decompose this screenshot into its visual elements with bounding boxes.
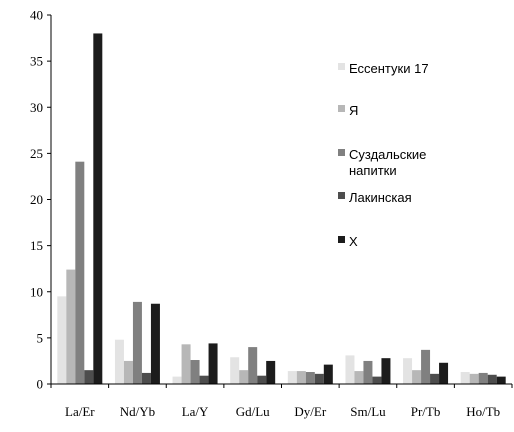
x-tick-label: Dy/Er (294, 404, 326, 419)
y-tick-label: 10 (30, 284, 43, 299)
y-tick-label: 15 (30, 238, 43, 253)
legend-swatch (338, 63, 345, 70)
axes-group (47, 14, 513, 388)
bar (132, 301, 142, 384)
bar (403, 358, 413, 384)
bar (172, 376, 182, 384)
legend-label: Лакинская (349, 190, 412, 205)
bar (412, 370, 422, 384)
bar (239, 370, 249, 384)
bar (57, 296, 67, 384)
legend-label-line: напитки (349, 163, 397, 178)
legend-label-line: Суздальские (349, 147, 426, 162)
x-tick-label: La/Er (65, 404, 95, 419)
y-tick-label: 0 (37, 377, 44, 392)
x-tick-label: Gd/Lu (236, 404, 270, 419)
bar (430, 373, 440, 384)
bar (266, 360, 276, 384)
x-tick-label: Nd/Yb (120, 404, 155, 419)
bar (93, 33, 103, 384)
bar (84, 370, 94, 384)
bar (469, 373, 479, 384)
bar (123, 360, 133, 384)
y-tick-label: 20 (30, 192, 43, 207)
bar (248, 347, 258, 384)
legend-swatch (338, 236, 345, 243)
bar (478, 372, 488, 384)
bar (296, 371, 306, 384)
bar (190, 360, 200, 384)
bars-group (57, 33, 506, 384)
legend-label: Я (349, 103, 358, 118)
bar (421, 349, 431, 384)
x-tick-labels: La/Er Nd/Yb La/Y Gd/Lu Dy/Er Sm/Lu Pr/Tb Ho/Tb (65, 404, 500, 419)
x-tick-label: Ho/Tb (466, 404, 500, 419)
bar (439, 362, 449, 384)
bar (323, 364, 333, 384)
legend-label: Суздальские напитки (349, 147, 426, 178)
y-tick-label: 25 (30, 146, 43, 161)
bar (354, 371, 364, 384)
x-tick-label: La/Y (182, 404, 209, 419)
y-tick-label: 40 (30, 8, 43, 23)
bar (363, 360, 373, 384)
legend-swatch (338, 105, 345, 112)
x-tick-label: Sm/Lu (350, 404, 386, 419)
y-tick-label: 30 (30, 100, 43, 115)
bar (314, 373, 324, 384)
bar (496, 376, 506, 384)
y-tick-label: 35 (30, 54, 43, 69)
bar (487, 374, 497, 384)
y-tick-label: 5 (37, 330, 44, 345)
bar (257, 375, 267, 384)
bar (66, 269, 76, 384)
legend-label: Х (349, 234, 358, 249)
bar (345, 355, 355, 384)
bar (287, 371, 297, 384)
bar (305, 372, 315, 384)
bar (141, 372, 151, 384)
legend-label: Ессентуки 17 (349, 61, 429, 76)
bar (114, 339, 124, 384)
bar (372, 376, 382, 384)
bar (75, 161, 85, 384)
legend-swatch (338, 149, 345, 156)
bar (230, 357, 240, 384)
legend: Ессентуки 17 Я Суздальские напитки Лакинская… (338, 61, 429, 249)
y-tick-labels: 0 5 10 15 20 25 30 35 40 (30, 8, 43, 392)
bar (150, 303, 160, 384)
bar (460, 372, 470, 384)
bar (208, 343, 218, 384)
bar (181, 344, 191, 384)
bar (381, 358, 391, 384)
legend-swatch (338, 192, 345, 199)
bar (199, 375, 209, 384)
x-tick-label: Pr/Tb (411, 404, 441, 419)
